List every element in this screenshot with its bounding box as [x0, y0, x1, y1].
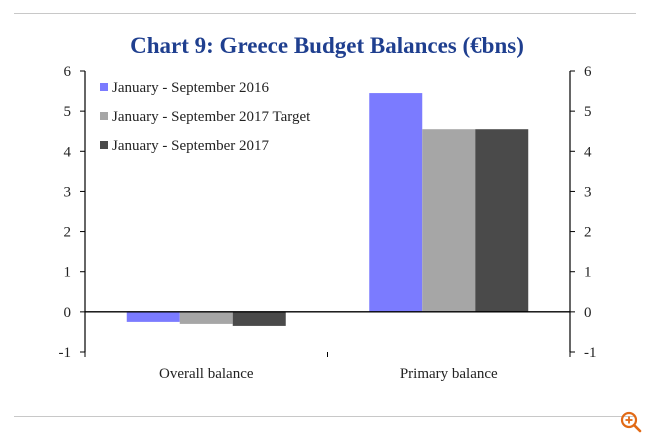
top-divider	[14, 13, 636, 14]
bottom-divider	[14, 416, 636, 417]
legend-label-2: January - September 2017 Target	[112, 109, 311, 125]
y-tick-label-right: 1	[584, 265, 592, 281]
legend-label-3: January - September 2017	[112, 138, 270, 154]
bar-1-series-2	[179, 311, 233, 324]
zoom-in-button[interactable]	[618, 409, 644, 435]
bar-2-series-2	[422, 129, 476, 312]
y-tick-label-right: 6	[584, 64, 592, 80]
y-tick-label-left: 6	[64, 64, 72, 80]
y-tick-label-left: 0	[64, 305, 72, 321]
bar-2-series-1	[369, 93, 423, 312]
y-tick-label-right: 0	[584, 305, 592, 321]
x-category-label: Primary balance	[400, 366, 498, 382]
bar-1-series-1	[126, 311, 180, 322]
y-tick-label-left: -1	[59, 345, 72, 361]
chart-title: Chart 9: Greece Budget Balances (€bns)	[130, 33, 524, 58]
y-tick-label-left: 5	[64, 104, 72, 120]
y-tick-label-left: 3	[64, 184, 72, 200]
axes-group: -1 -1 0 0 1 1 2 2 3 3 4 4 5 5 6 6 Overall balance Primary…	[59, 64, 597, 382]
y-tick-label-right: 5	[584, 104, 592, 120]
x-category-label: Overall balance	[159, 366, 254, 382]
y-tick-label-right: -1	[584, 345, 597, 361]
y-tick-label-left: 4	[64, 144, 72, 160]
y-tick-label-right: 4	[584, 144, 592, 160]
zoom-in-icon	[620, 411, 642, 433]
y-tick-label-left: 2	[64, 225, 72, 241]
legend-swatch-3	[100, 141, 108, 149]
y-tick-label-left: 1	[64, 265, 72, 281]
bar-1-series-3	[232, 311, 286, 326]
legend: January - September 2016 January - Septem…	[100, 80, 311, 154]
legend-swatch-2	[100, 112, 108, 120]
bars-group	[126, 93, 529, 326]
y-tick-label-right: 2	[584, 225, 592, 241]
y-tick-label-right: 3	[584, 184, 592, 200]
legend-label-1: January - September 2016	[112, 80, 270, 96]
legend-swatch-1	[100, 83, 108, 91]
bar-2-series-3	[475, 129, 529, 312]
